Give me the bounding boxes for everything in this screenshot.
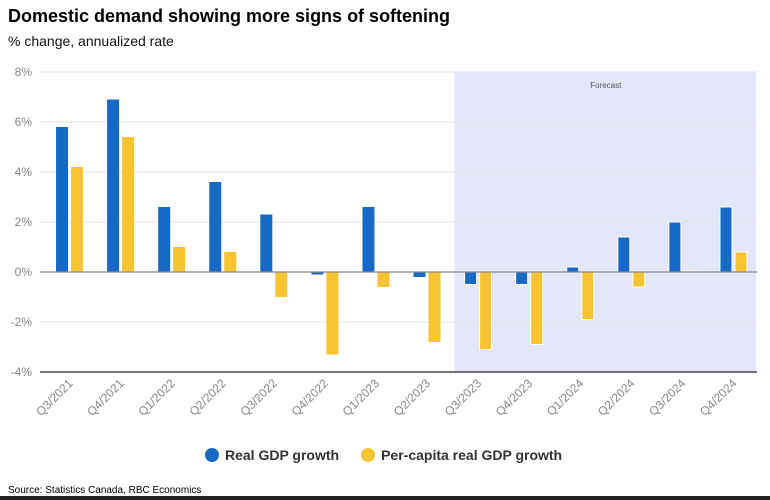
- legend-label-per-capita: Per-capita real GDP growth: [381, 447, 562, 463]
- x-tick-label: Q4/2024: [697, 376, 740, 419]
- bar-real-gdp-Q2-2022: [209, 182, 222, 272]
- x-tick-label: Q1/2023: [340, 376, 383, 419]
- y-tick-label: 4%: [15, 165, 33, 179]
- x-tick-label: Q2/2022: [186, 376, 229, 419]
- x-tick-label: Q2/2024: [595, 376, 638, 419]
- chart-subtitle: % change, annualized rate: [8, 33, 174, 49]
- bar-real-gdp-Q1-2022: [158, 207, 171, 272]
- bottom-bar: [0, 496, 770, 500]
- x-tick-label: Q1/2024: [544, 376, 587, 419]
- y-tick-label: 2%: [15, 215, 33, 229]
- source-note: Source: Statistics Canada, RBC Economics: [8, 485, 202, 496]
- forecast-label: Forecast: [590, 81, 622, 90]
- bar-per-capita-Q4-2022: [326, 272, 339, 355]
- y-tick-label: 0%: [15, 265, 33, 279]
- bar-per-capita-Q2-2024: [632, 271, 646, 288]
- legend-marker-per-capita: [361, 448, 376, 462]
- bar-per-capita-Q2-2022: [224, 252, 237, 272]
- bar-real-gdp-Q3-2021: [56, 127, 69, 272]
- x-tick-label: Q4/2023: [493, 376, 536, 419]
- bar-real-gdp-Q3-2023: [464, 271, 478, 285]
- bar-per-capita-Q4-2024: [734, 251, 748, 273]
- y-tick-label: -2%: [11, 315, 33, 329]
- bar-per-capita-Q4-2023: [530, 271, 544, 345]
- bar-per-capita-Q2-2023: [428, 272, 441, 342]
- bar-per-capita-Q3-2022: [275, 272, 288, 297]
- y-tick-label: 6%: [15, 115, 33, 129]
- bar-real-gdp-Q2-2024: [617, 236, 631, 273]
- bar-per-capita-Q3-2021: [71, 167, 84, 272]
- x-tick-label: Q4/2022: [289, 376, 332, 419]
- bar-per-capita-Q1-2024: [581, 271, 595, 320]
- chart-title: Domestic demand showing more signs of so…: [8, 6, 451, 26]
- y-tick-label: -4%: [11, 365, 33, 379]
- bar-real-gdp-Q4-2021: [107, 99, 120, 272]
- legend-label-real-gdp: Real GDP growth: [225, 447, 339, 463]
- bar-real-gdp-Q1-2024: [566, 266, 580, 273]
- bar-real-gdp-Q1-2023: [362, 207, 375, 272]
- x-tick-label: Q3/2023: [442, 376, 485, 419]
- legend-marker-real-gdp: [205, 448, 219, 462]
- x-tick-label: Q3/2022: [237, 376, 280, 419]
- bar-per-capita-Q1-2023: [377, 272, 390, 287]
- bar-real-gdp-Q4-2022: [311, 272, 324, 275]
- bar-real-gdp-Q2-2023: [413, 272, 426, 277]
- bar-per-capita-Q4-2021: [122, 137, 135, 272]
- bar-real-gdp-Q3-2022: [260, 214, 273, 272]
- x-tick-label: Q4/2021: [84, 376, 127, 419]
- y-tick-label: 8%: [15, 65, 33, 79]
- bar-real-gdp-Q4-2024: [719, 206, 733, 273]
- bar-per-capita-Q1-2022: [173, 247, 186, 272]
- bar-real-gdp-Q3-2024: [668, 221, 682, 273]
- x-tick-label: Q2/2023: [391, 376, 434, 419]
- bar-real-gdp-Q4-2023: [515, 271, 529, 285]
- x-tick-label: Q3/2021: [33, 376, 76, 419]
- x-tick-label: Q1/2022: [135, 376, 178, 419]
- x-tick-label: Q3/2024: [646, 376, 689, 419]
- bar-per-capita-Q3-2023: [479, 271, 493, 350]
